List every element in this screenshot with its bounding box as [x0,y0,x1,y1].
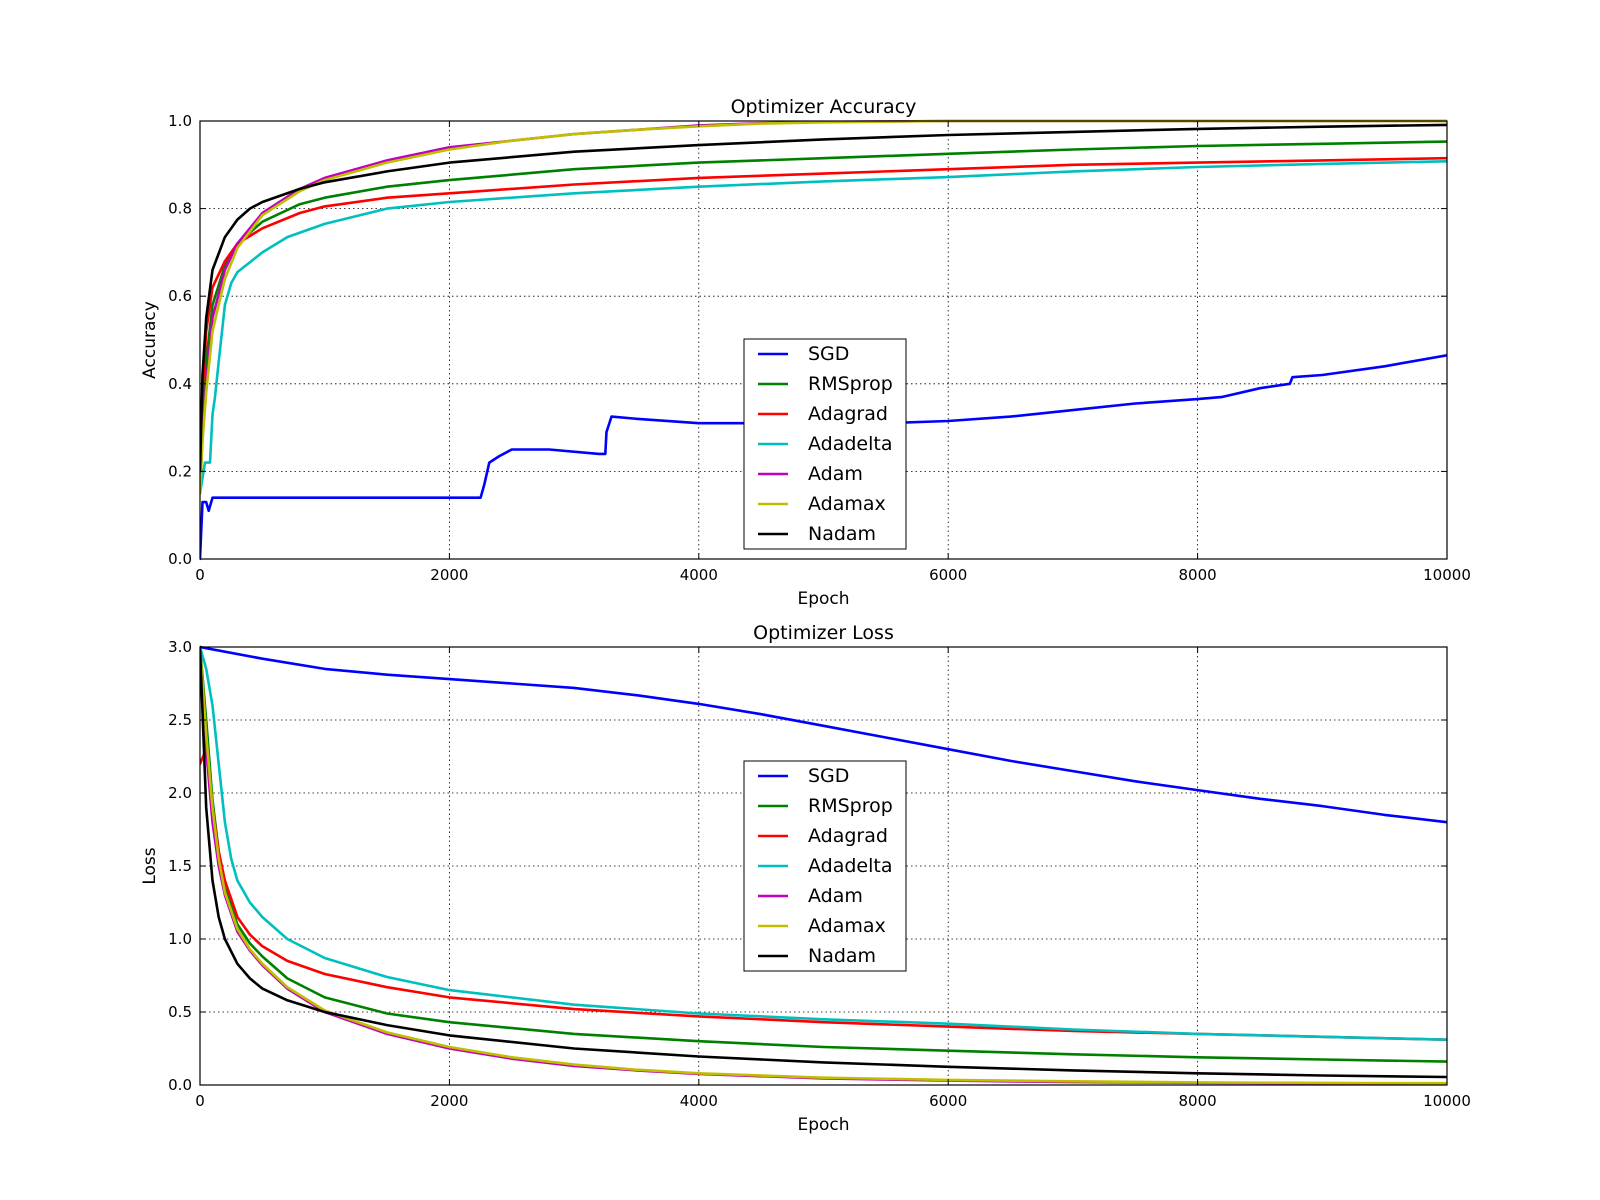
series-line-adamax [200,645,1447,1085]
y-tick-label: 0.8 [168,200,192,218]
series-line-adadelta [200,645,1447,1041]
series-line-adadelta [200,160,1447,495]
legend-entry: Nadam [808,523,876,545]
y-axis-label: Accuracy [140,301,160,379]
accuracy-chart: 0 2000 4000 6000 8000 10000 0.0 0.2 0.4 0.6 0.8 1.0… [140,96,1471,609]
y-tick-label: 2.5 [168,711,192,729]
legend: SGD RMSprop Adagrad Adadelta Adam Adamax Nadam [743,760,907,972]
x-tick-label: 4000 [680,566,718,584]
x-tick-label: 6000 [929,566,967,584]
x-tick-label: 0 [195,566,205,584]
series-line-adagrad [200,747,1447,1041]
legend-entry: SGD [808,343,849,365]
x-tick-label: 0 [195,1092,205,1110]
legend: SGD RMSprop Adagrad Adadelta Adam Adamax Nadam [743,338,907,550]
x-tick-label: 6000 [929,1092,967,1110]
series-line-nadam [200,123,1447,473]
legend-entry: SGD [808,765,849,787]
legend-entry: Adam [808,885,863,907]
series-line-nadam [200,645,1447,1079]
legend-entry: Adagrad [808,403,888,425]
x-tick-label: 2000 [430,566,468,584]
legend-entry: Adadelta [808,433,893,455]
legend-entry: Adadelta [808,855,893,877]
x-tick-label: 2000 [430,1092,468,1110]
legend-entry: RMSprop [808,373,893,395]
series-line-adagrad [200,156,1447,473]
y-tick-label: 1.0 [168,112,192,130]
y-tick-label: 0.4 [168,375,192,393]
x-tick-label: 4000 [680,1092,718,1110]
chart-title: Optimizer Loss [753,622,894,644]
legend-entry: Nadam [808,945,876,967]
plot-frame [199,120,1448,560]
x-tick-label: 10000 [1423,1092,1471,1110]
y-tick-label: 0.0 [168,550,192,568]
y-tick-label: 0.6 [168,287,192,305]
x-tick-label: 8000 [1179,566,1217,584]
y-tick-label: 0.0 [168,1076,192,1094]
series-line-sgd [200,645,1447,824]
x-tick-label: 8000 [1179,1092,1217,1110]
x-axis-label: Epoch [797,589,849,609]
x-axis-label: Epoch [797,1115,849,1135]
x-tick-label: 10000 [1423,566,1471,584]
legend-entry: Adam [808,463,863,485]
series-group [200,645,1447,1085]
y-tick-label: 0.5 [168,1003,192,1021]
y-tick-label: 0.2 [168,462,192,480]
legend-entry: Adamax [808,915,886,937]
legend-entry: RMSprop [808,795,893,817]
loss-chart: 0 2000 4000 6000 8000 10000 0.0 0.5 1.0 1.5 2.0 2.5… [140,622,1471,1135]
series-line-rmsprop [200,140,1447,495]
y-axis-label: Loss [140,847,160,884]
legend-entry: Adagrad [808,825,888,847]
legend-entry: Adamax [808,493,886,515]
y-tick-label: 2.0 [168,784,192,802]
y-tick-label: 1.0 [168,930,192,948]
series-line-sgd [200,353,1447,561]
y-tick-label: 3.0 [168,638,192,656]
y-tick-label: 1.5 [168,857,192,875]
chart-title: Optimizer Accuracy [731,96,917,118]
